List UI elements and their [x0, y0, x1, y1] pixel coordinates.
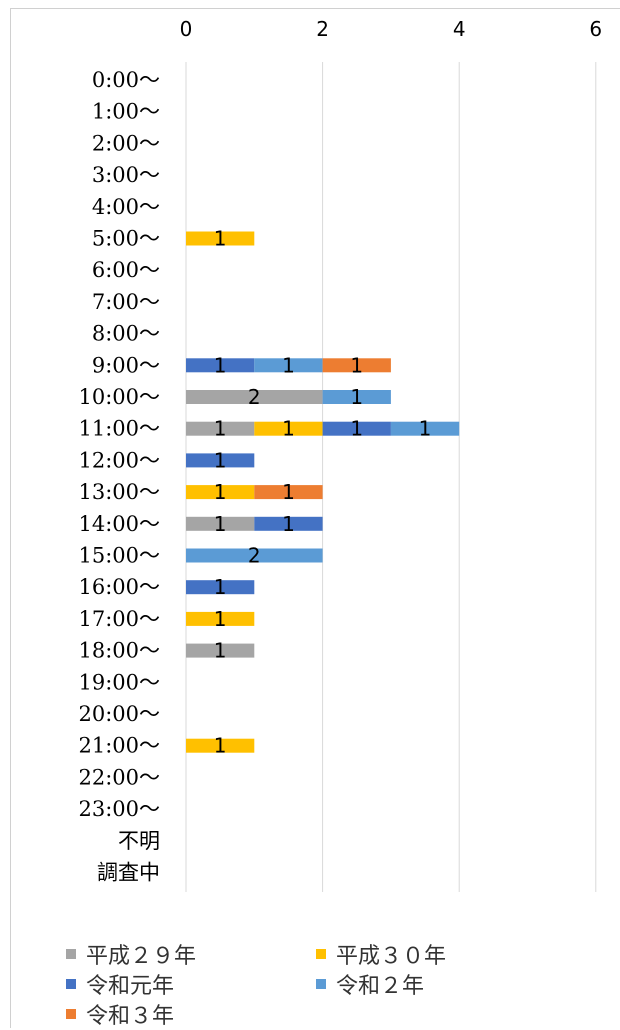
- legend-label: 平成２９年: [86, 944, 197, 969]
- data-label: 1: [214, 448, 227, 472]
- legend-item: 令和２年: [316, 968, 424, 1000]
- data-label: 1: [282, 512, 295, 536]
- bar-segment: [186, 643, 255, 658]
- legend-swatch: [66, 949, 76, 959]
- data-label: 1: [214, 353, 227, 377]
- data-label: 1: [214, 417, 227, 441]
- legend-label: 令和元年: [86, 974, 175, 999]
- y-category-label: 調査中: [97, 861, 160, 885]
- legend-label: 令和２年: [336, 974, 425, 999]
- data-label: 2: [248, 544, 261, 568]
- bar-segment: [254, 485, 323, 500]
- bar-segment: [254, 516, 323, 531]
- bar-segment: [186, 453, 255, 468]
- bars: [186, 231, 460, 753]
- data-label: 2: [248, 385, 261, 409]
- x-tick-label: 2: [316, 17, 329, 41]
- bar-segment: [390, 421, 460, 436]
- y-category-label: 8:00～: [92, 322, 160, 346]
- gridlines: [185, 62, 597, 892]
- bar-segment: [186, 358, 255, 373]
- legend-swatch: [316, 949, 326, 959]
- data-label: 1: [214, 734, 227, 758]
- x-tick-label: 0: [180, 17, 193, 41]
- bar-segment: [186, 548, 323, 563]
- y-category-label: 1:00～: [92, 100, 160, 124]
- legend-swatch: [316, 979, 326, 989]
- data-label: 1: [214, 480, 227, 504]
- data-label: 1: [282, 417, 295, 441]
- top-border-line: [10, 8, 620, 9]
- bar-segment: [322, 390, 391, 404]
- legend-label: 令和３年: [86, 1004, 175, 1029]
- y-category-label: 4:00～: [92, 195, 160, 219]
- data-label: 1: [350, 353, 363, 377]
- y-category-label: 7:00～: [92, 290, 160, 314]
- y-category-label: 6:00～: [92, 258, 160, 282]
- data-label: 1: [214, 607, 227, 631]
- bar-chart: 0 2 4 6 0:00～ 1:00～ 2:00～ 3:00～ 4:00～ 5:00～ 6:00～…: [78, 17, 603, 892]
- data-label: 1: [419, 417, 432, 441]
- legend-label: 平成３０年: [336, 944, 447, 969]
- legend-item: 令和元年: [66, 968, 174, 1000]
- bar-segment: [254, 358, 323, 373]
- y-category-label: 14:00～: [78, 512, 160, 536]
- y-category-label: 15:00～: [78, 544, 160, 568]
- y-category-label: 2:00～: [92, 131, 160, 155]
- data-label: 1: [214, 512, 227, 536]
- x-tick-label: 6: [589, 17, 602, 41]
- y-category-label: 22:00～: [78, 765, 160, 789]
- x-axis-ticks: 0 2 4 6: [180, 17, 603, 41]
- y-axis-categories: 0:00～ 1:00～ 2:00～ 3:00～ 4:00～ 5:00～ 6:00～ 7:00～…: [78, 68, 160, 885]
- bar-segment: [186, 421, 255, 436]
- bar-segment: [186, 611, 255, 626]
- y-category-label: 16:00～: [78, 575, 160, 599]
- y-category-label: 13:00～: [78, 480, 160, 504]
- legend-swatch: [66, 1009, 76, 1019]
- y-category-label: 23:00～: [78, 797, 160, 821]
- bar-segment: [322, 358, 391, 373]
- y-category-label: 18:00～: [78, 639, 160, 663]
- y-category-label: 19:00～: [78, 670, 160, 694]
- bar-segment: [186, 390, 323, 404]
- data-label: 1: [214, 575, 227, 599]
- legend-item: 平成３０年: [316, 938, 446, 970]
- y-category-label: 12:00～: [78, 448, 160, 472]
- data-label: 1: [282, 480, 295, 504]
- legend-item: 平成２９年: [66, 938, 196, 970]
- left-border-line: [10, 8, 11, 1028]
- x-tick-label: 4: [453, 17, 466, 41]
- y-category-label: 17:00～: [78, 607, 160, 631]
- data-label: 1: [214, 227, 227, 251]
- legend-item: 令和３年: [66, 998, 174, 1030]
- data-label: 1: [350, 385, 363, 409]
- data-label: 1: [214, 639, 227, 663]
- bar-segment: [322, 421, 391, 436]
- y-category-label: 5:00～: [92, 227, 160, 251]
- y-category-label: 10:00～: [78, 385, 160, 409]
- data-label: 1: [282, 353, 295, 377]
- bar-segment: [186, 516, 255, 531]
- bar-segment: [186, 485, 255, 500]
- y-category-label: 11:00～: [78, 417, 160, 441]
- bar-segment: [186, 231, 255, 246]
- y-category-label: 3:00～: [92, 163, 160, 187]
- y-category-label: 9:00～: [92, 353, 160, 377]
- bar-segment: [186, 738, 255, 753]
- data-label: 1: [350, 417, 363, 441]
- y-category-label: 不明: [118, 829, 160, 853]
- legend-swatch: [66, 979, 76, 989]
- y-category-label: 21:00～: [78, 734, 160, 758]
- bar-segment: [254, 421, 323, 436]
- y-category-label: 20:00～: [78, 702, 160, 726]
- y-category-label: 0:00～: [92, 68, 160, 92]
- bar-segment: [186, 580, 255, 595]
